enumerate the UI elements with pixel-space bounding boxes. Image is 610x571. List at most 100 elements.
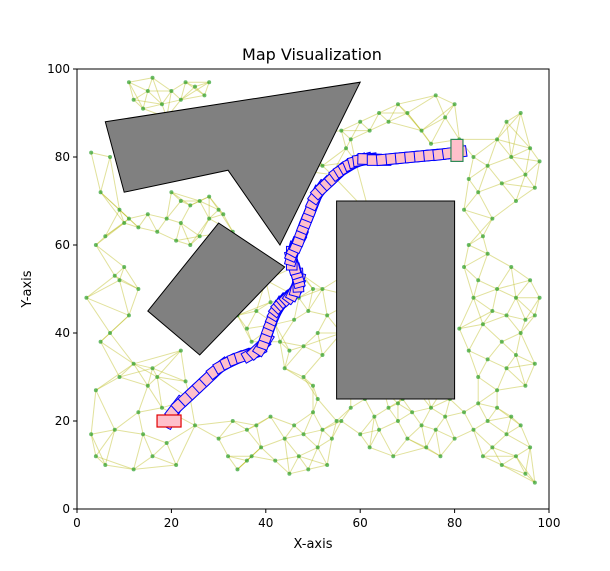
graph-edge bbox=[473, 288, 498, 299]
graph-edge bbox=[482, 314, 507, 325]
graph-edge bbox=[463, 191, 479, 211]
graph-node bbox=[301, 344, 306, 349]
graph-edge bbox=[412, 407, 432, 413]
graph-edge bbox=[284, 425, 295, 439]
graph-edge bbox=[487, 407, 498, 422]
graph-edge bbox=[227, 455, 248, 462]
graph-edge bbox=[487, 341, 503, 360]
goal-marker bbox=[450, 138, 464, 162]
graph-edge bbox=[506, 433, 531, 448]
graph-node bbox=[93, 454, 98, 459]
graph-edge bbox=[444, 103, 456, 118]
graph-edge bbox=[397, 103, 408, 114]
graph-edge bbox=[515, 297, 526, 320]
graph-edge bbox=[232, 420, 257, 426]
graph-edge bbox=[100, 332, 111, 343]
graph-edge bbox=[128, 82, 135, 100]
graph-node bbox=[159, 102, 164, 107]
graph-edge bbox=[114, 411, 139, 431]
graph-node bbox=[419, 423, 424, 428]
graph-node bbox=[528, 146, 533, 151]
graph-edge bbox=[496, 368, 507, 391]
graph-node bbox=[532, 313, 537, 318]
graph-edge bbox=[478, 402, 498, 409]
graph-edge bbox=[482, 323, 503, 343]
graph-edge bbox=[359, 416, 375, 435]
graph-edge bbox=[100, 156, 111, 193]
graph-edge bbox=[392, 438, 408, 457]
graph-node bbox=[178, 199, 183, 203]
graph-edge bbox=[90, 434, 97, 457]
graph-edge bbox=[388, 407, 399, 422]
graph-node bbox=[320, 287, 325, 291]
obstacle-diamond bbox=[147, 222, 286, 356]
graph-node bbox=[244, 326, 249, 331]
graph-edge bbox=[133, 90, 149, 101]
graph-edge bbox=[104, 429, 116, 466]
graph-node bbox=[311, 383, 315, 388]
graph-edge bbox=[237, 447, 262, 470]
graph-edge bbox=[180, 86, 196, 101]
graph-edge bbox=[477, 253, 489, 281]
graph-node bbox=[235, 467, 240, 472]
graph-edge bbox=[166, 218, 181, 224]
graph-edge bbox=[506, 315, 522, 334]
graph-node bbox=[188, 203, 193, 208]
graph-edge bbox=[506, 314, 526, 321]
graph-edge bbox=[118, 280, 130, 316]
graph-edge bbox=[492, 446, 517, 457]
graph-edge bbox=[341, 420, 361, 435]
graph-edge bbox=[501, 464, 526, 475]
graph-node bbox=[254, 423, 259, 428]
graph-edge bbox=[303, 354, 323, 378]
graph-edge bbox=[289, 345, 304, 352]
graph-edge bbox=[501, 183, 517, 202]
graph-edge bbox=[95, 455, 106, 466]
graph-edge bbox=[256, 416, 271, 426]
graph-edge bbox=[133, 350, 181, 365]
y-tick-label: 60 bbox=[55, 238, 70, 252]
graph-node bbox=[178, 97, 183, 102]
x-tick-label: 80 bbox=[447, 516, 462, 530]
graph-edge bbox=[218, 429, 248, 440]
graph-node bbox=[306, 467, 311, 472]
graph-edge bbox=[260, 447, 276, 461]
graph-edge bbox=[445, 411, 465, 418]
graph-edge bbox=[152, 77, 172, 92]
graph-edge bbox=[237, 315, 248, 329]
graph-edge bbox=[284, 433, 304, 440]
graph-edge bbox=[487, 156, 512, 167]
graph-node bbox=[84, 295, 89, 300]
x-tick-label: 40 bbox=[258, 516, 273, 530]
graph-edge bbox=[100, 191, 125, 224]
graph-edge bbox=[157, 231, 177, 242]
graph-edge bbox=[152, 455, 177, 466]
graph-node bbox=[344, 146, 349, 151]
graph-edge bbox=[86, 279, 120, 299]
graph-edge bbox=[524, 174, 536, 189]
x-tick-label: 60 bbox=[353, 516, 368, 530]
graph-edge bbox=[378, 429, 394, 457]
graph-edge bbox=[152, 77, 163, 105]
graph-edge bbox=[397, 94, 436, 105]
graph-edge bbox=[473, 420, 488, 431]
graph-edge bbox=[473, 297, 484, 325]
graph-edge bbox=[463, 266, 474, 298]
graph-node bbox=[244, 458, 249, 463]
graph-node bbox=[495, 405, 500, 410]
graph-edge bbox=[119, 209, 130, 219]
graph-node bbox=[443, 414, 448, 419]
graph-node bbox=[301, 375, 306, 379]
graph-edge bbox=[279, 341, 304, 347]
graph-edge bbox=[317, 332, 323, 356]
graph-edge bbox=[321, 288, 328, 316]
x-axis-label: X-axis bbox=[294, 537, 333, 552]
graph-node bbox=[93, 243, 98, 247]
graph-edge bbox=[289, 468, 309, 475]
graph-edge bbox=[496, 288, 517, 299]
graph-node bbox=[169, 89, 174, 93]
graph-edge bbox=[430, 407, 446, 418]
graph-edge bbox=[359, 121, 370, 131]
graph-edge bbox=[279, 319, 295, 343]
graph-edge bbox=[303, 412, 314, 435]
